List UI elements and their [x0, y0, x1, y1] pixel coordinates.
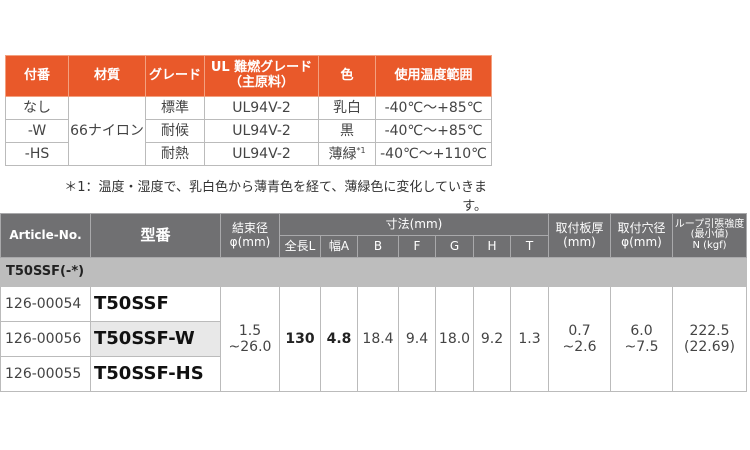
- color: 黒: [318, 119, 376, 143]
- dim-H: 9.2: [473, 286, 511, 392]
- group-row: T50SSF(-*): [0, 257, 747, 287]
- article-no: 126-00054: [0, 286, 91, 322]
- header-bundle: 結束径 φ(mm): [220, 213, 280, 258]
- header-ul: UL 難燃グレード （主原料）: [204, 55, 319, 97]
- table-row: -W 耐候 UL94V-2 黒 -40℃～+85℃: [5, 119, 492, 143]
- color: 乳白: [318, 96, 376, 120]
- dim-B: 18.4: [357, 286, 399, 392]
- color: 薄緑*1: [318, 142, 376, 166]
- header-suffix: 付番: [5, 55, 69, 97]
- table-row: -HS 耐熱 UL94V-2 薄緑*1 -40℃～+110℃: [5, 142, 492, 166]
- suffix: -W: [5, 119, 69, 143]
- ul-grade: UL94V-2: [204, 96, 319, 120]
- bundle-range: 1.5 ~26.0: [220, 286, 280, 392]
- article-no: 126-00055: [0, 356, 91, 392]
- header-color: 色: [318, 55, 376, 97]
- dim-F: 9.4: [398, 286, 436, 392]
- article-no: 126-00056: [0, 321, 91, 357]
- loop-strength: 222.5 (22.69): [672, 286, 747, 392]
- hole-diameter: 6.0 ~7.5: [610, 286, 673, 392]
- header-plate: 取付板厚 (mm): [548, 213, 611, 258]
- ul-grade: UL94V-2: [204, 142, 319, 166]
- temp-range: -40℃～+85℃: [375, 96, 492, 120]
- header-A: 幅A: [320, 235, 358, 258]
- temp-range: -40℃～+85℃: [375, 119, 492, 143]
- ul-grade: UL94V-2: [204, 119, 319, 143]
- plate-thickness: 0.7 ~2.6: [548, 286, 611, 392]
- dim-T: 1.3: [510, 286, 549, 392]
- dim-G: 18.0: [435, 286, 474, 392]
- header-temp: 使用温度範囲: [375, 55, 492, 97]
- header-T: T: [510, 235, 549, 258]
- grade: 耐熱: [145, 142, 205, 166]
- model-no: T50SSF-W: [90, 321, 221, 357]
- table-row: なし 66ナイロン 標準 UL94V-2 乳白 -40℃～+85℃: [5, 96, 492, 166]
- ul-label: UL 難燃グレード: [210, 60, 313, 76]
- header-F: F: [398, 235, 436, 258]
- header-dims: 寸法(mm): [279, 213, 549, 236]
- header-article: Article-No.: [0, 213, 91, 258]
- header-H: H: [473, 235, 511, 258]
- header-hole: 取付穴径 φ(mm): [610, 213, 673, 258]
- spec-table: Article-No. 型番 結束径 φ(mm) 寸法(mm) 取付板厚 (mm) …: [0, 213, 747, 392]
- footnote-ref: *1: [356, 145, 366, 155]
- width-A: 4.8: [320, 286, 358, 392]
- header-loop: ループ引張強度 (最小値) N (kgf): [672, 213, 747, 258]
- header-G: G: [435, 235, 474, 258]
- material: 66ナイロン: [68, 96, 146, 166]
- footnote: ＊1：温度・湿度で、乳白色から薄青色を経て、薄緑色に変化していきます。: [64, 180, 487, 214]
- header-B: B: [357, 235, 399, 258]
- grade: 標準: [145, 96, 205, 120]
- grade-table: 付番 材質 グレード UL 難燃グレード （主原料） 色 使用温度範囲 なし 66…: [5, 55, 492, 166]
- grade: 耐候: [145, 119, 205, 143]
- model-no: T50SSF-HS: [90, 356, 221, 392]
- model-no: T50SSF: [90, 286, 221, 322]
- length-L: 130: [279, 286, 321, 392]
- table-row: 126-00054 T50SSF 1.5 ~26.0 130 4.8 18.4 9…: [0, 286, 747, 392]
- header-material: 材質: [68, 55, 146, 97]
- temp-range: -40℃～+110℃: [375, 142, 492, 166]
- header-L: 全長L: [279, 235, 321, 258]
- header-grade: グレード: [145, 55, 205, 97]
- table-row: 126-00055 T50SSF-HS: [0, 356, 747, 392]
- suffix: なし: [5, 96, 69, 120]
- suffix: -HS: [5, 142, 69, 166]
- ul-sub-label: （主原料）: [228, 75, 294, 90]
- header-model: 型番: [90, 213, 221, 258]
